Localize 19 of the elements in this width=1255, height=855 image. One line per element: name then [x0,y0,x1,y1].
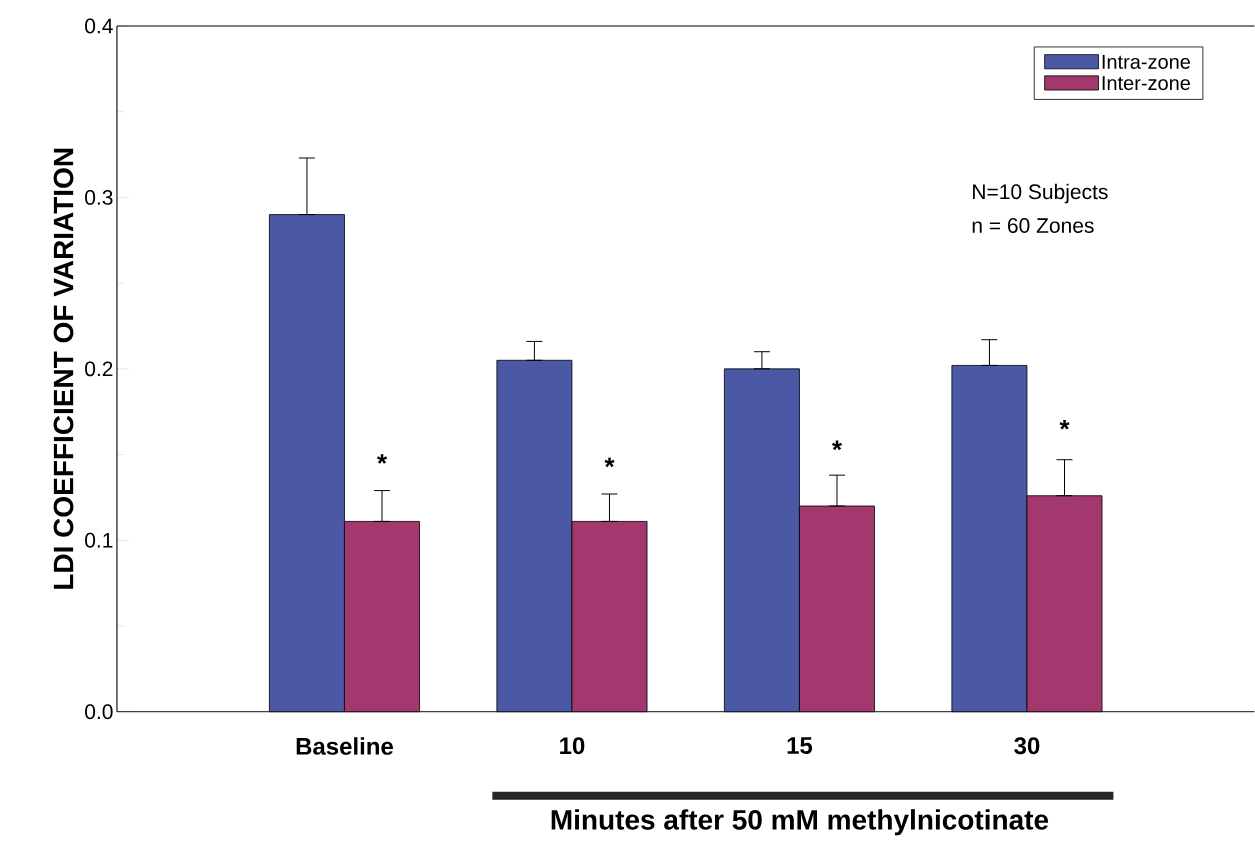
x-tick-label: Baseline [296,737,393,756]
y-axis-title: LDI COEFFICIENT OF VARIATION [53,149,74,589]
x-tick-label: 15 [787,737,813,755]
y-tick-label: 0.2 [85,361,113,377]
x-axis-title: Minutes after 50 mM methylnicotinate [551,809,1049,836]
annotation: * [377,454,388,465]
annotation: * [604,457,615,468]
annotation: * [832,440,843,451]
annotation: n = 60 Zones [972,218,1094,234]
y-tick-label: 0.3 [85,190,113,206]
y-tick-label: 0.4 [85,18,113,34]
legend-label: Intra-zone [1102,55,1190,70]
x-tick-label: 30 [1014,737,1040,755]
legend-label: Inter-zone [1102,76,1190,91]
x-tick-label: 10 [560,737,585,755]
annotation: N=10 Subjects [973,183,1108,204]
y-tick-label: 0.0 [85,704,113,720]
y-tick-label: 0.1 [85,533,113,548]
annotation: * [1059,420,1070,430]
